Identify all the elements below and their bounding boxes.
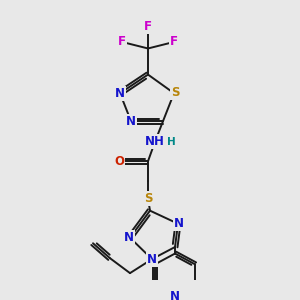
Text: O: O bbox=[114, 155, 124, 168]
Text: N: N bbox=[126, 115, 136, 128]
Text: F: F bbox=[118, 35, 126, 48]
Text: N: N bbox=[170, 290, 180, 300]
Text: H: H bbox=[167, 137, 176, 147]
Text: N: N bbox=[115, 87, 125, 100]
Text: S: S bbox=[171, 86, 179, 99]
Text: F: F bbox=[170, 35, 178, 48]
Text: N: N bbox=[124, 231, 134, 244]
Text: S: S bbox=[144, 192, 152, 205]
Text: F: F bbox=[144, 20, 152, 33]
Text: N: N bbox=[174, 217, 184, 230]
Text: N: N bbox=[147, 253, 157, 266]
Text: NH: NH bbox=[145, 135, 165, 148]
